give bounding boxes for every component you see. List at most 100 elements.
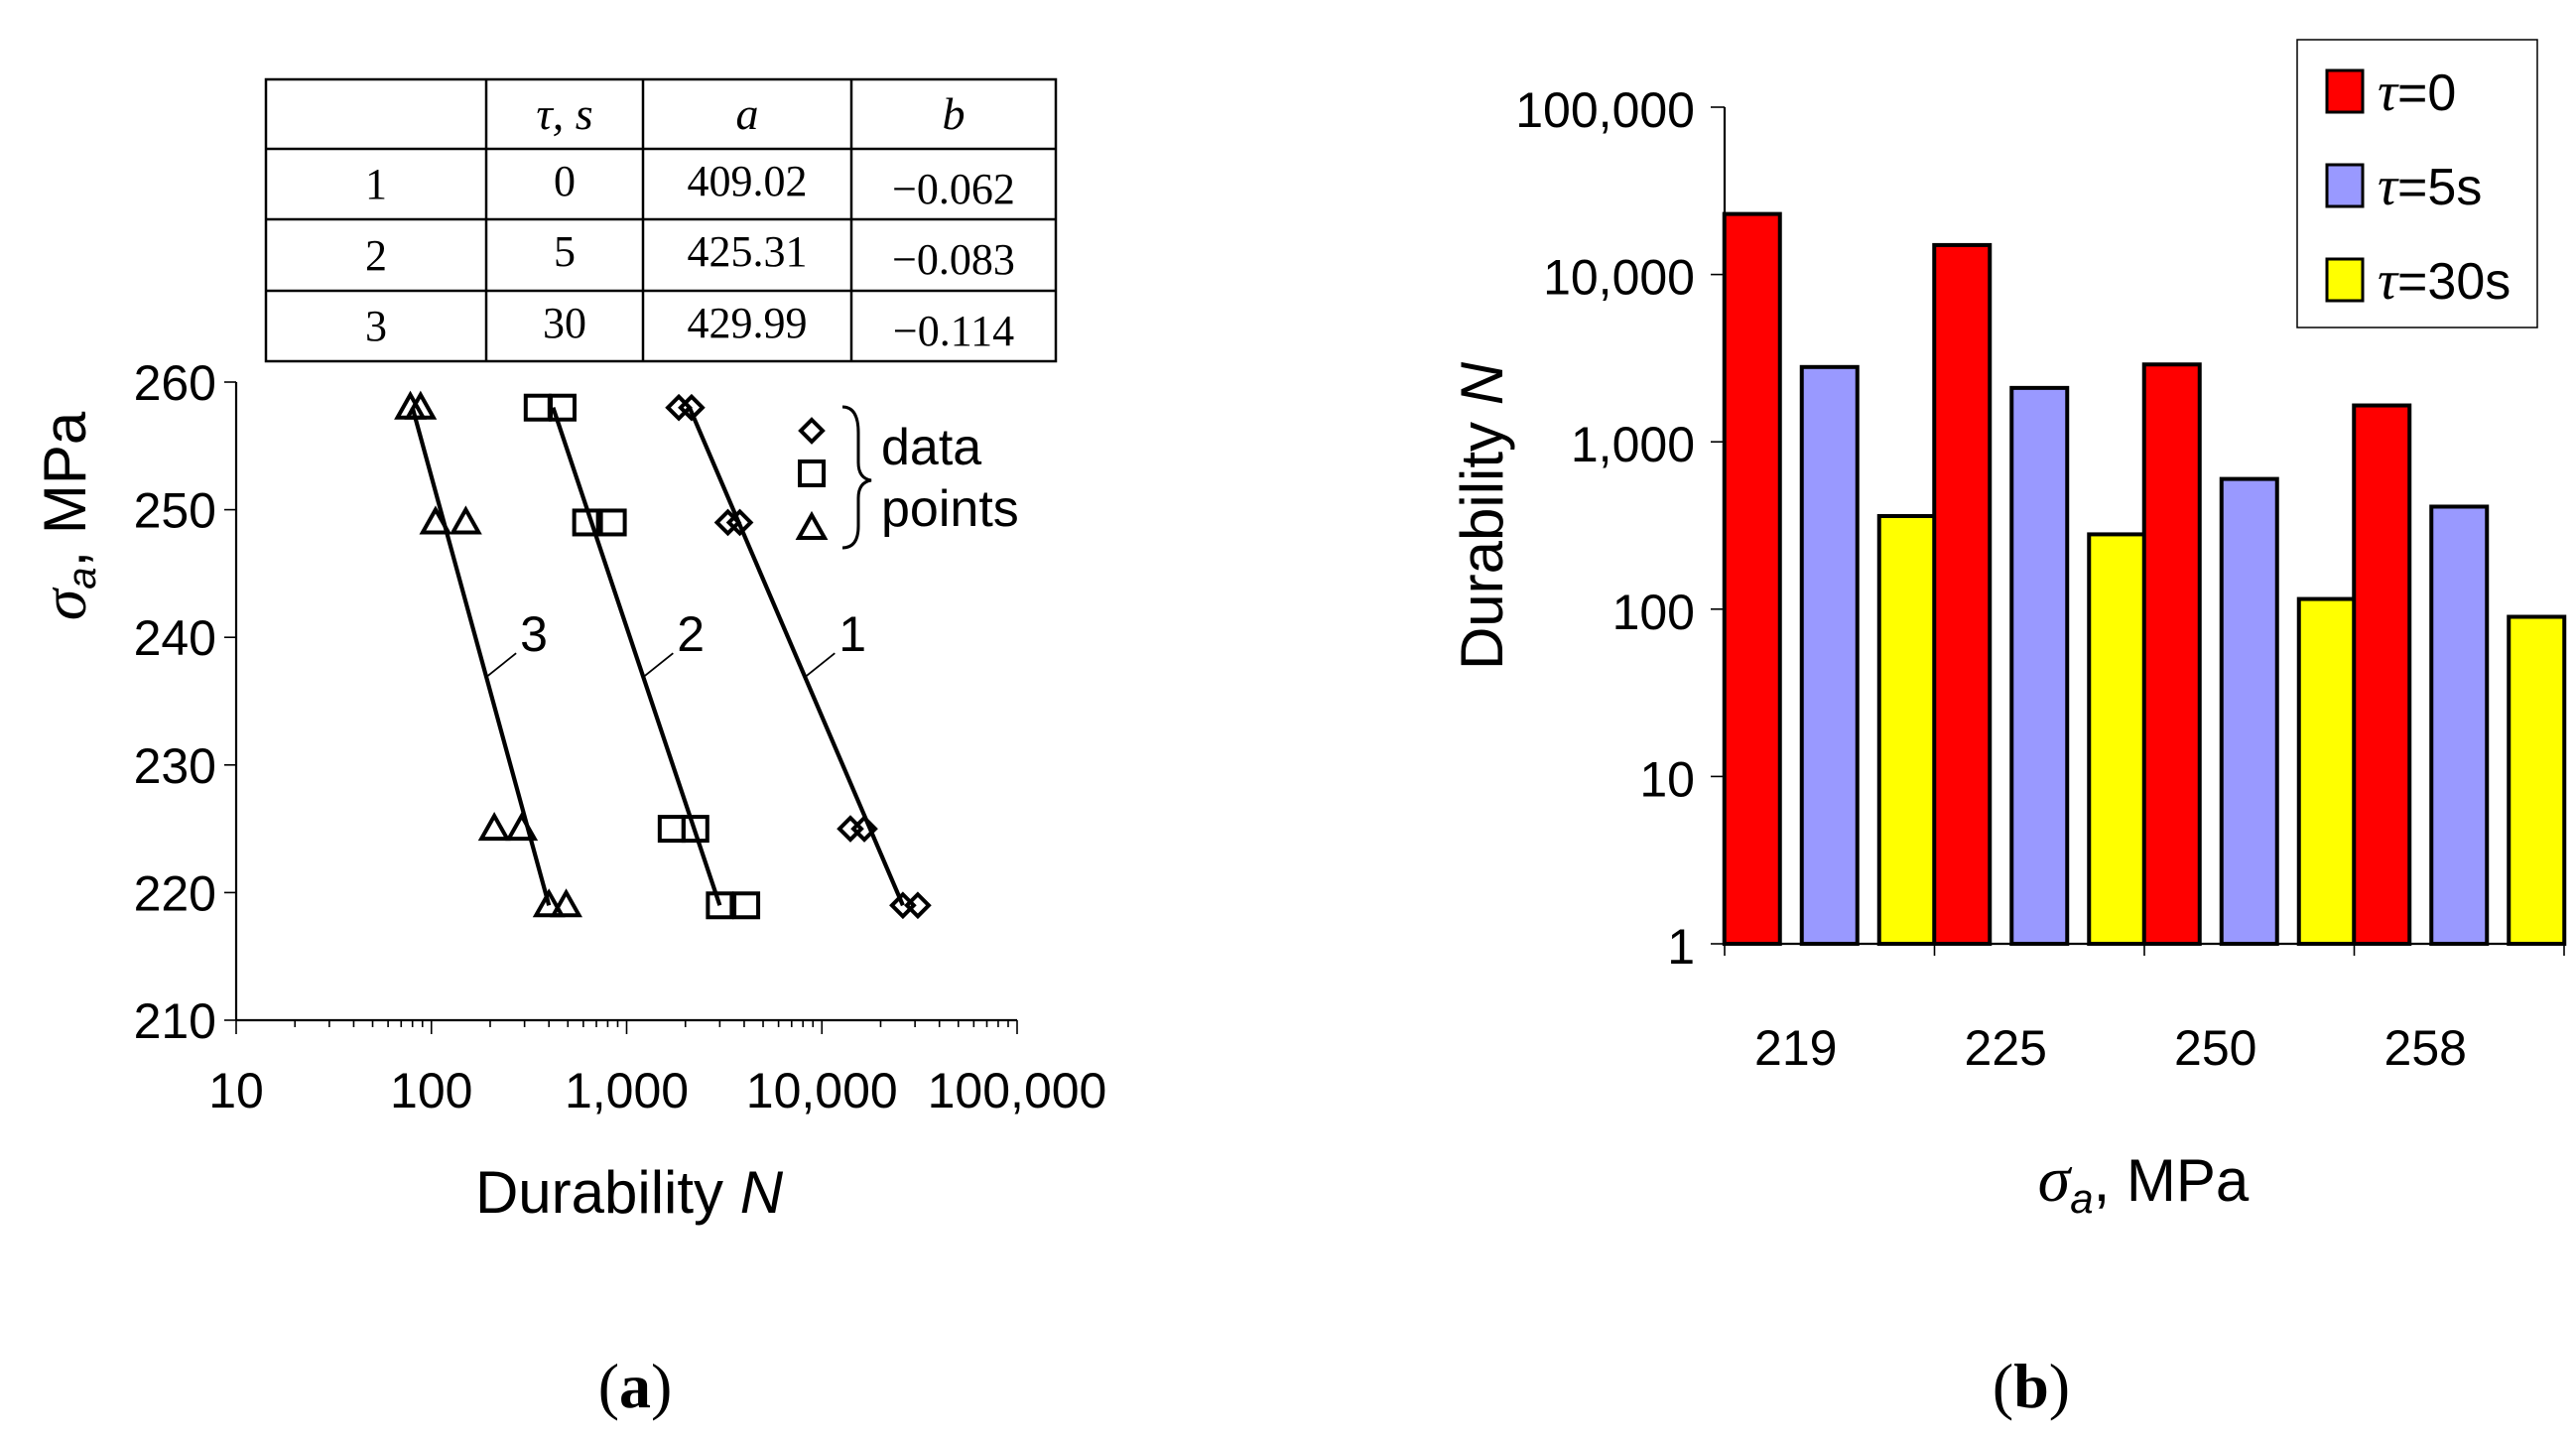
bar-225-series-2	[2009, 385, 2070, 946]
legend-swatch	[2325, 68, 2365, 114]
legend-label-points: points	[881, 480, 1019, 538]
legend-label-data: data	[881, 419, 981, 476]
triangle-point	[532, 888, 566, 918]
line-label-3: 3	[520, 606, 548, 662]
y-tick-label: 240	[134, 610, 216, 666]
table-cell: 1	[365, 160, 387, 208]
line-labels: 1 2 3	[485, 606, 866, 678]
fit-line-2	[551, 407, 722, 906]
table-cell: −0.114	[893, 307, 1014, 355]
x-axis-title: σa, MPa	[2038, 1143, 2250, 1222]
y-tick-label: 260	[134, 355, 216, 411]
data-points	[394, 390, 932, 920]
table-cell: 425.31	[688, 227, 808, 276]
bar-250-series-3	[2296, 596, 2357, 946]
triangle-point	[505, 812, 539, 842]
y-tick-label: 10	[1639, 751, 1695, 807]
square-point	[732, 891, 761, 920]
y-tick-label: 100,000	[1515, 82, 1695, 138]
panel-b-chart: 1 10 100 1,000 10,000 100,000 219 225 250 258 τ=…	[1449, 39, 2567, 1421]
x-tick-label: 100,000	[928, 1063, 1107, 1118]
y-axis-ticks: 1 10 100 1,000 10,000 100,000	[1515, 82, 1725, 975]
square-point	[572, 508, 600, 537]
y-tick-label: 230	[134, 738, 216, 794]
diamond-point	[904, 891, 932, 920]
bar-225-series-3	[2087, 532, 2147, 947]
table-cell: 2	[365, 231, 387, 280]
bar-250-series-1	[2141, 362, 2202, 946]
table-cell: 30	[543, 299, 586, 347]
square-point	[706, 891, 734, 920]
diamond-point	[678, 393, 706, 422]
panel-a-label: (a)	[598, 1351, 673, 1421]
square-point	[681, 815, 709, 844]
table-cell: 429.99	[688, 299, 808, 347]
y-axis-title: Durability N	[1449, 361, 1515, 670]
table-header-a: a	[736, 88, 759, 139]
square-point	[657, 815, 686, 844]
legend-swatch	[2325, 163, 2365, 208]
y-axis-title: σa, MPa	[29, 411, 104, 620]
square-point	[548, 393, 577, 422]
x-axis-title: Durability N	[475, 1159, 784, 1226]
y-tick-label: 1,000	[1571, 417, 1695, 472]
table-header-tau: τ, s	[536, 88, 592, 139]
square-point	[598, 508, 627, 537]
y-tick-label: 220	[134, 865, 216, 921]
bar-219-series-1	[1722, 211, 1782, 947]
legend-label: τ=30s	[2378, 250, 2511, 312]
bar-250-series-2	[2219, 476, 2279, 946]
table-cell: 3	[365, 302, 387, 350]
y-tick-label: 100	[1612, 585, 1695, 640]
diamond-point	[850, 815, 878, 843]
triangle-point	[449, 505, 482, 535]
x-tick-label: 219	[1754, 1020, 1837, 1076]
table-cell: 0	[554, 157, 576, 205]
triangle-point	[419, 505, 452, 535]
y-tick-label: 1	[1667, 919, 1695, 975]
table-cell: −0.062	[892, 165, 1015, 213]
x-axis-ticks: 219 225 250 258	[1724, 944, 2565, 1076]
line-label-1: 1	[838, 606, 866, 662]
leader-line	[642, 652, 674, 678]
x-tick-label: 225	[1965, 1020, 2047, 1076]
y-tick-label: 210	[134, 993, 216, 1049]
table-cell: 409.02	[688, 157, 808, 205]
legend-swatch	[2325, 257, 2365, 303]
x-axis-ticks: 10 100 1,000 10,000 100,000	[208, 1020, 1106, 1118]
legend: τ=0 τ=5s τ=30s	[2296, 39, 2538, 328]
square-point	[523, 393, 552, 422]
legend-brace	[841, 405, 872, 550]
leader-line	[804, 652, 836, 678]
x-tick-label: 250	[2174, 1020, 2256, 1076]
legend-square-marker	[798, 459, 826, 487]
x-tick-label: 100	[390, 1063, 472, 1118]
triangle-point	[477, 812, 511, 842]
bar-225-series-1	[1932, 242, 1993, 946]
bar-258-series-3	[2507, 614, 2567, 946]
x-tick-label: 10,000	[746, 1063, 898, 1118]
triangle-point	[550, 888, 582, 918]
diamond-point	[725, 508, 754, 537]
line-label-2: 2	[677, 606, 705, 662]
bars	[1722, 211, 2567, 947]
diamond-point	[837, 815, 864, 843]
legend-triangle-marker	[795, 510, 829, 540]
bar-258-series-2	[2429, 504, 2490, 946]
table-cell: 5	[554, 227, 576, 276]
table-cell: −0.083	[892, 235, 1015, 284]
bar-258-series-1	[2352, 403, 2412, 946]
x-tick-label: 258	[2384, 1020, 2467, 1076]
legend-entries: τ=0 τ=5s τ=30s	[2325, 62, 2511, 312]
bar-219-series-2	[1799, 364, 1860, 946]
panel-a-chart: τ, s a b 1 0 409.02 −0.062 2 5 425.31 −0…	[29, 77, 1106, 1421]
parameter-table: τ, s a b 1 0 409.02 −0.062 2 5 425.31 −0…	[264, 77, 1058, 363]
legend-label: τ=0	[2378, 62, 2456, 123]
leader-line	[485, 652, 517, 678]
y-tick-label: 250	[134, 483, 216, 539]
bar-219-series-3	[1876, 514, 1937, 946]
triangle-point	[404, 390, 438, 420]
legend-label: τ=5s	[2378, 156, 2482, 217]
legend-diamond-marker	[798, 417, 826, 445]
